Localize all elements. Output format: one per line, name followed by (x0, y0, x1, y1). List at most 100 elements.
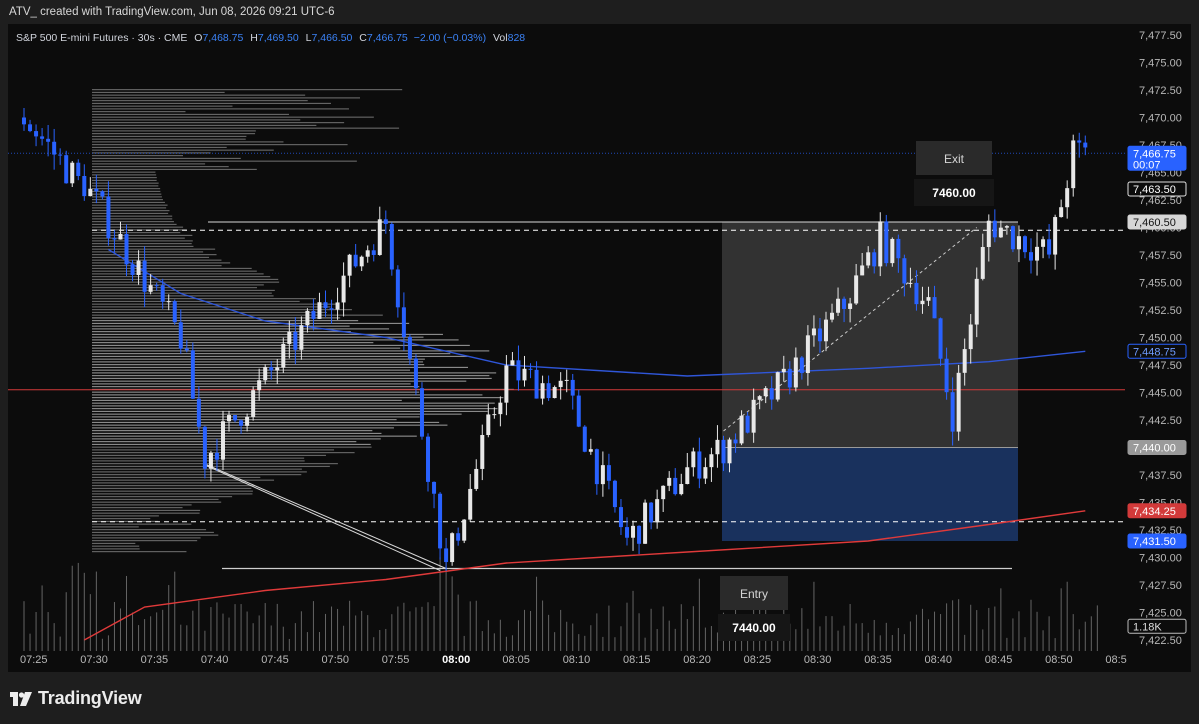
volume-bar (421, 606, 423, 651)
volume-profile-row (92, 512, 200, 514)
volume-bar (1036, 611, 1038, 651)
candle-body (1016, 236, 1021, 250)
volume-profile-row (92, 119, 301, 121)
volume-profile-row (92, 199, 163, 201)
volume-profile-row (92, 419, 397, 421)
candle-body (52, 141, 57, 155)
vwap-price-tag-box (1127, 343, 1187, 359)
volume-profile-row (92, 430, 373, 432)
candle-body (347, 254, 352, 276)
candle-body (528, 368, 533, 370)
volume-bar (77, 562, 79, 651)
volume-bar (1024, 637, 1026, 651)
volume-profile-row (92, 281, 280, 283)
volume-bar (306, 632, 308, 651)
volume-profile-row (92, 457, 305, 459)
candle-body (335, 302, 340, 310)
volume-bar (632, 590, 634, 651)
candle-body (1059, 207, 1064, 218)
volume-bar (861, 623, 863, 651)
volume-profile-row (92, 358, 425, 360)
price-tag-7460-box (1127, 214, 1187, 230)
volume-bar (608, 605, 610, 651)
volume-bar (1042, 630, 1044, 651)
price-chart[interactable]: 7,477.507,475.007,472.507,470.007,467.50… (8, 24, 1191, 672)
volume-bar (855, 623, 857, 651)
volume-bar (156, 612, 158, 651)
candle-body (486, 414, 491, 436)
volume-bar (704, 627, 706, 651)
volume-profile-row (92, 353, 451, 355)
candle-body (600, 465, 605, 485)
volume-profile-row (92, 251, 204, 253)
candle-body (896, 238, 901, 259)
candle-body (444, 548, 449, 563)
volume-bar (542, 600, 544, 651)
candle-body (233, 415, 238, 421)
volume-profile-row (92, 168, 257, 170)
volume-profile-row (92, 276, 271, 278)
candle-body (281, 343, 286, 368)
candle-body (1083, 142, 1088, 148)
volume-bar (602, 636, 604, 651)
brand-name: TradingView (38, 688, 142, 708)
chart-panel[interactable]: 7,477.507,475.007,472.507,470.007,467.50… (8, 24, 1191, 672)
volume-bar (415, 607, 417, 651)
candle-body (793, 357, 798, 388)
volume-profile-row (92, 171, 156, 173)
volume-bar (361, 610, 363, 651)
volume-profile-row (92, 149, 274, 151)
symbol-legend: S&P 500 E-mini Futures · 30s · CME O7,46… (16, 32, 525, 44)
candle-body (227, 415, 232, 422)
volume-profile-row (92, 435, 417, 437)
volume-bar (903, 634, 905, 651)
candle-body (902, 258, 907, 284)
entry-price-tag-box (1127, 440, 1187, 455)
volume-profile-row (92, 432, 382, 434)
candle-body (576, 395, 581, 427)
candle-body (239, 420, 244, 426)
candle-body (160, 285, 165, 302)
volume-profile-row (92, 248, 216, 250)
volume-profile-row (92, 366, 469, 368)
volume-profile-row (92, 501, 222, 503)
volume-bar (572, 623, 574, 651)
volume-profile-row (92, 339, 459, 341)
candle-body (920, 300, 925, 305)
candle-body (257, 380, 262, 391)
volume-profile-row (92, 245, 194, 247)
open-label: O (194, 32, 203, 44)
volume-profile-row (92, 166, 229, 168)
candle-body (438, 493, 443, 549)
volume-profile-row (92, 265, 222, 267)
volume-bar (162, 609, 164, 651)
volume-bar (210, 607, 212, 651)
candle-body (661, 485, 666, 500)
candle-body (552, 387, 557, 399)
volume-bar (1018, 611, 1020, 651)
candle-body (208, 452, 213, 469)
volume-profile-row (92, 243, 192, 245)
symbol-name[interactable]: S&P 500 E-mini Futures · 30s · CME (16, 32, 188, 44)
candle-body (884, 221, 889, 264)
volume-bar (355, 615, 357, 651)
candle-body (546, 383, 551, 399)
volume-bar (331, 606, 333, 651)
volume-profile-row (92, 284, 264, 286)
price-tick-label: 7,470.00 (1139, 113, 1182, 125)
candle-body (341, 275, 346, 303)
volume-profile-row (92, 289, 275, 291)
volume-bar (252, 623, 254, 651)
volume-profile-row (92, 188, 161, 190)
volume-bar (71, 565, 73, 651)
tradingview-logo[interactable]: TradingView (10, 688, 142, 709)
time-tick-label: 07:30 (80, 654, 108, 666)
volume-profile-row (92, 102, 331, 104)
volume-bar (921, 608, 923, 651)
volume-bar (988, 607, 990, 651)
volume-bar (566, 621, 568, 651)
volume-bar (469, 601, 471, 651)
candle-body (986, 220, 991, 248)
price-tick-label: 7,452.50 (1139, 305, 1182, 317)
volume-profile-row (92, 221, 174, 223)
